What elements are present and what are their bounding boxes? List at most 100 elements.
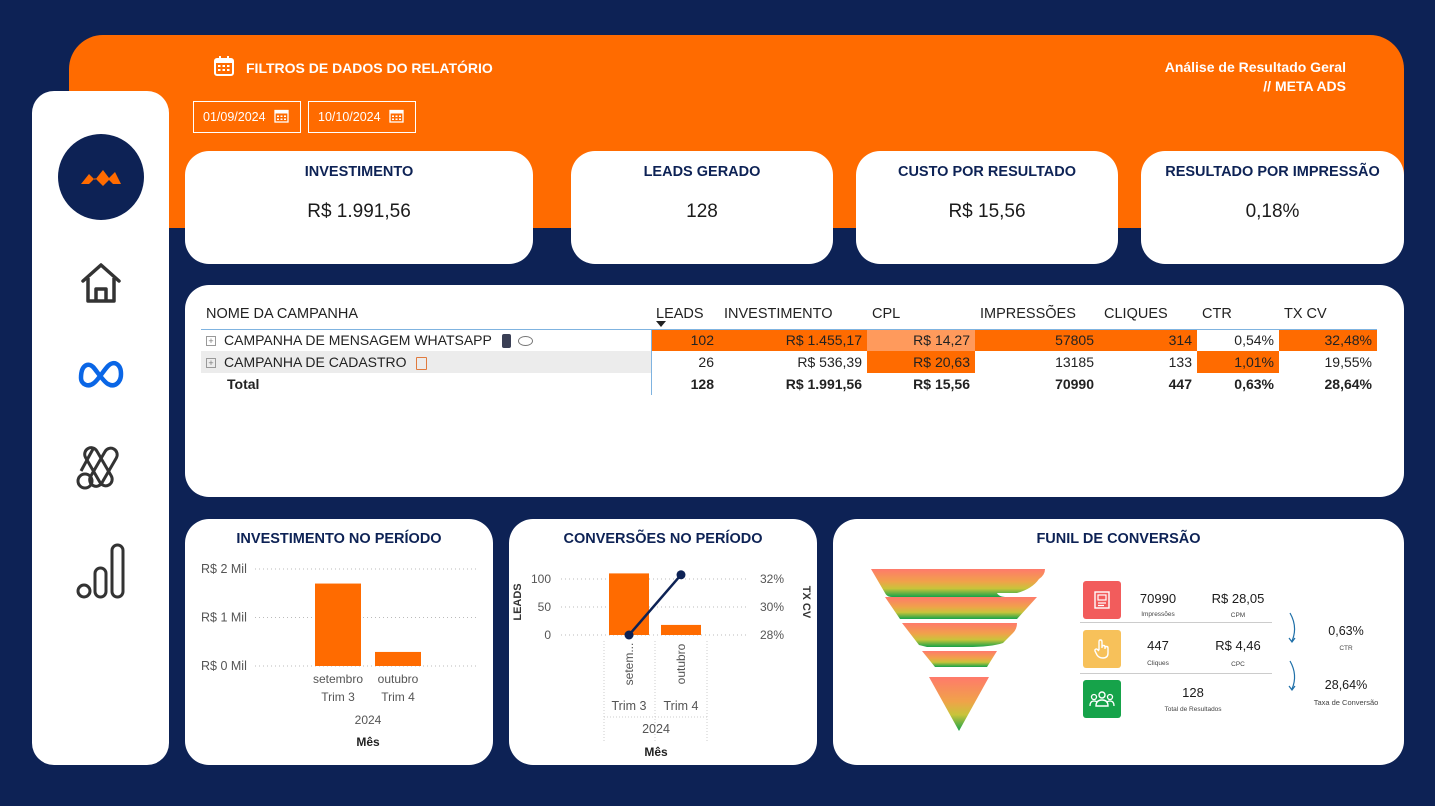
kpi-label: RESULTADO POR IMPRESSÃO: [1165, 164, 1380, 180]
y-left-tick-label: 0: [544, 628, 551, 642]
curved-arrow-icon: [1288, 660, 1296, 691]
sidebar: [32, 91, 169, 765]
divider: [1080, 622, 1272, 623]
cell-leads: 102: [651, 329, 719, 351]
y-left-tick-label: 100: [531, 572, 551, 586]
col-header-leads[interactable]: LEADS: [651, 300, 719, 329]
kpi-value: 0,18%: [1245, 201, 1300, 222]
kpi-card-resultado-por-impressao: RESULTADO POR IMPRESSÃO 0,18%: [1141, 151, 1404, 264]
y-right-tick-label: 28%: [760, 628, 784, 642]
clicks-tile-icon: [1083, 630, 1121, 668]
date-picker-icon[interactable]: [388, 109, 404, 126]
total-cliques: 447: [1168, 376, 1192, 392]
total-label: Total: [201, 373, 652, 395]
x-year-label: 2024: [642, 722, 670, 736]
date-picker-icon[interactable]: [273, 109, 289, 126]
date-end-input[interactable]: 10/10/2024: [308, 101, 416, 133]
conv-chart-panel: CONVERSÕES NO PERÍODO 0 50 100 28% 30% 32% LEA…: [509, 519, 817, 765]
y-tick-label: R$ 1 Mil: [201, 611, 247, 625]
funnel-ctr-label: CTR: [1339, 645, 1353, 652]
cell-txcv: 32,48%: [1279, 329, 1377, 351]
funnel-graphic: [871, 569, 1045, 731]
funnel-results-label: Total de Resultados: [1164, 706, 1222, 713]
cell-ctr: 0,54%: [1234, 332, 1274, 349]
cell-impressoes: 57805: [975, 329, 1099, 351]
speech-bubble-icon: [518, 336, 534, 347]
funnel-impressions-label: Impressões: [1141, 611, 1175, 618]
calendar-icon: [213, 55, 235, 80]
funnel-title: FUNIL DE CONVERSÃO: [1036, 531, 1201, 547]
cell-leads: 26: [698, 354, 714, 370]
sort-desc-icon[interactable]: [656, 321, 666, 327]
x-axis-title: Mês: [356, 735, 380, 749]
campaign-name: CAMPANHA DE CADASTRO: [224, 354, 407, 370]
funnel-conv-rate-value: 28,64%: [1324, 678, 1368, 692]
conv-chart-title: CONVERSÕES NO PERÍODO: [563, 531, 763, 547]
kpi-card-leads: LEADS GERADO 128: [571, 151, 833, 264]
kpi-card-custo-por-resultado: CUSTO POR RESULTADO R$ 15,56: [856, 151, 1118, 264]
funnel-cpc-label: CPC: [1231, 661, 1245, 668]
curved-arrow-icon: [1288, 612, 1296, 643]
kpi-label: INVESTIMENTO: [304, 164, 414, 180]
cell-ctr: 1,01%: [1197, 351, 1279, 373]
expand-icon[interactable]: +: [206, 358, 216, 369]
col-header-txcv[interactable]: TX CV: [1284, 306, 1327, 323]
campaign-name-cell[interactable]: + CAMPANHA DE MENSAGEM WHATSAPP: [201, 329, 652, 351]
y-left-tick-label: 50: [538, 600, 552, 614]
x-tick-label: outubro: [378, 672, 419, 686]
total-leads: 128: [690, 376, 714, 392]
kpi-value: R$ 1.991,56: [307, 201, 411, 222]
kpi-value: R$ 15,56: [948, 201, 1026, 222]
cell-cpl: R$ 14,27: [867, 329, 975, 351]
meta-icon[interactable]: [75, 347, 127, 399]
funnel-ctr-value: 0,63%: [1328, 624, 1364, 638]
form-edit-icon: [416, 356, 428, 370]
col-header-cliques[interactable]: CLIQUES: [1104, 306, 1168, 323]
series-line: [628, 573, 682, 636]
funnel-results-value: 128: [1182, 685, 1204, 700]
bar: [661, 624, 701, 635]
cell-cliques: 314: [1099, 329, 1197, 351]
col-header-cpl[interactable]: CPL: [872, 306, 901, 323]
invest-chart: R$ 0 Mil R$ 1 Mil R$ 2 Mil setembro Trim 3 ou…: [201, 562, 477, 749]
funnel-cpc-value: R$ 4,46: [1215, 638, 1261, 653]
table-row[interactable]: + CAMPANHA DE MENSAGEM WHATSAPP 102 R$ 1.…: [201, 329, 1377, 351]
x-tick-label: setem...: [622, 643, 636, 686]
kpi-label: LEADS GERADO: [643, 164, 761, 180]
date-start-value: 01/09/2024: [203, 110, 266, 124]
total-cpl: R$ 15,56: [913, 376, 970, 392]
col-header-investimento[interactable]: INVESTIMENTO: [724, 306, 833, 323]
funnel-conv-rate-label: Taxa de Conversão: [1313, 698, 1379, 707]
campaign-name-cell[interactable]: + CAMPANHA DE CADASTRO: [201, 351, 652, 373]
brand-logo-icon[interactable]: [58, 134, 144, 220]
cell-investimento: R$ 1.455,17: [719, 329, 867, 351]
table-row[interactable]: + CAMPANHA DE CADASTRO 26 R$ 536,39 R$ 20…: [201, 351, 1377, 373]
x-axis-title: Mês: [644, 745, 668, 759]
date-start-input[interactable]: 01/09/2024: [193, 101, 301, 133]
table-total-row: Total 128 R$ 1.991,56 R$ 15,56 70990 447…: [201, 373, 1377, 395]
invest-chart-panel: INVESTIMENTO NO PERÍODO R$ 0 Mil R$ 1 Mil…: [185, 519, 493, 765]
line-point: [676, 570, 686, 580]
y-tick-label: R$ 2 Mil: [201, 562, 247, 576]
google-ads-icon[interactable]: [75, 441, 127, 493]
kpi-card-investimento: INVESTIMENTO R$ 1.991,56: [185, 151, 533, 264]
funnel-clicks-value: 447: [1147, 638, 1169, 653]
home-icon[interactable]: [75, 257, 127, 309]
col-header-ctr[interactable]: CTR: [1202, 306, 1232, 323]
campaign-table: NOME DA CAMPANHA LEADS INVESTIMENTO CPL …: [201, 300, 1377, 395]
x-year-label: 2024: [355, 713, 382, 727]
y-right-axis-title: TX CV: [800, 586, 812, 619]
expand-icon[interactable]: +: [206, 336, 216, 347]
y-right-tick-label: 30%: [760, 600, 784, 614]
report-title-line2: // META ADS: [1263, 78, 1346, 94]
total-investimento: R$ 1.991,56: [785, 376, 862, 392]
x-quarter-label: Trim 4: [381, 690, 415, 704]
col-header-nome[interactable]: NOME DA CAMPANHA: [206, 306, 359, 323]
total-ctr: 0,63%: [1234, 376, 1274, 392]
analytics-icon[interactable]: [74, 543, 130, 601]
y-right-tick-label: 32%: [760, 572, 784, 586]
col-header-impressoes[interactable]: IMPRESSÕES: [980, 306, 1076, 323]
col-header-leads-label: LEADS: [656, 306, 704, 323]
filter-title-text: FILTROS DE DADOS DO RELATÓRIO: [246, 59, 493, 76]
x-quarter-label: Trim 3: [321, 690, 355, 704]
